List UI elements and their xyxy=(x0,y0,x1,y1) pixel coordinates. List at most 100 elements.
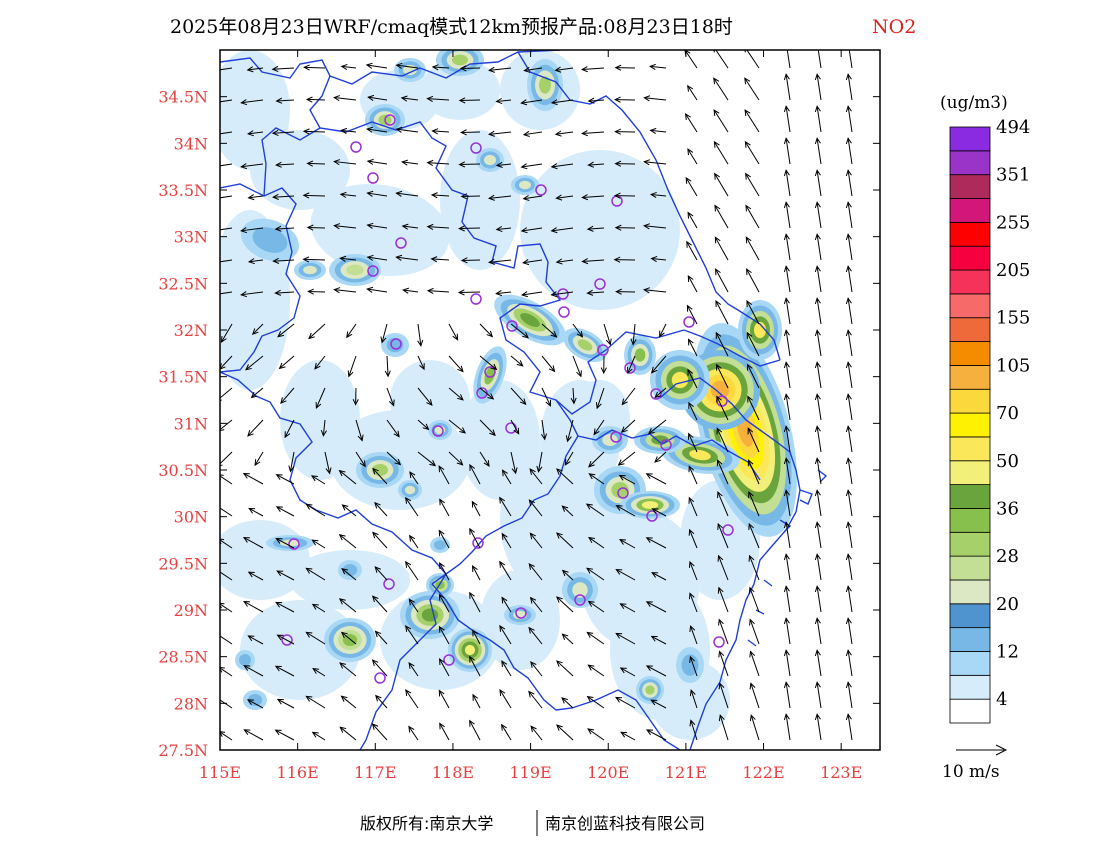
wind-arrow xyxy=(650,255,667,263)
wind-arrow xyxy=(448,419,467,434)
wind-arrow xyxy=(614,224,636,231)
wind-arrow xyxy=(271,65,295,73)
colorbar-swatch xyxy=(949,698,991,724)
wind-arrow xyxy=(341,567,357,581)
colorbar-swatch xyxy=(949,341,991,366)
coast-zhejiang xyxy=(689,511,797,750)
wind-arrow xyxy=(469,527,481,549)
wind-arrow xyxy=(783,681,791,709)
wind-arrow xyxy=(488,66,512,73)
wind-arrow xyxy=(431,64,450,71)
wind-arrow xyxy=(271,129,295,136)
no2-contour xyxy=(421,608,439,622)
wind-arrow xyxy=(783,329,791,357)
wind-arrow xyxy=(374,501,388,517)
wind-arrow xyxy=(600,355,607,375)
wind-arrow xyxy=(220,67,233,71)
wind-arrow xyxy=(510,323,530,339)
wind-arrow xyxy=(845,297,853,325)
wind-arrow xyxy=(717,554,729,581)
wind-arrow xyxy=(438,593,450,613)
wind-arrow xyxy=(305,567,326,581)
no2-contour xyxy=(484,154,496,166)
colorbar-label: 351 xyxy=(996,165,1030,186)
wind-arrow xyxy=(688,528,698,549)
wind-arrow xyxy=(540,419,548,441)
colorbar-label: 4 xyxy=(996,689,1007,710)
wind-arrow xyxy=(274,665,295,677)
wind-arrow xyxy=(220,323,233,343)
wind-arrow xyxy=(643,223,667,230)
copyright-footer: 版权所有:南京大学 南京创蓝科技有限公司 xyxy=(360,810,705,836)
wind-arrow xyxy=(561,697,574,709)
wind-arrow xyxy=(479,323,494,338)
lat-tick-label: 30N xyxy=(174,508,208,527)
wind-arrow xyxy=(845,137,853,165)
wind-arrow xyxy=(247,194,264,201)
no2-contour xyxy=(710,380,730,400)
wind-arrow xyxy=(401,159,419,166)
yangtze-estuary xyxy=(683,329,781,367)
wind-arrow xyxy=(746,331,760,357)
wind-arrow xyxy=(426,159,450,167)
wind-arrow xyxy=(845,649,853,677)
station-marker xyxy=(288,538,300,550)
wind-arrow xyxy=(650,699,667,709)
wind-arrow xyxy=(240,99,264,106)
wind-arrow xyxy=(814,265,822,293)
wind-arrow xyxy=(499,560,512,581)
wind-arrow xyxy=(528,690,543,709)
wind-arrow xyxy=(275,506,295,517)
wind-arrow xyxy=(430,256,450,263)
wind-arrow xyxy=(306,160,326,167)
wind-arrow xyxy=(620,731,636,741)
wind-arrow xyxy=(749,682,760,709)
wind-arrow xyxy=(240,291,264,298)
colorbar-unit: (ug/m3) xyxy=(940,93,1008,113)
wind-arrow xyxy=(814,329,822,357)
wind-arrow xyxy=(417,355,425,371)
latitude-axis: 27.5N 28N 28.5N 29N 29.5N 30N 30.5N 31N 31.5N 32N… xyxy=(158,88,880,760)
wind-arrow xyxy=(783,617,791,645)
wind-arrow xyxy=(565,419,574,443)
wind-arrow xyxy=(220,355,233,370)
wind-arrow xyxy=(243,665,264,677)
colorbar-swatch xyxy=(949,460,991,486)
colorbar-swatch xyxy=(949,198,991,223)
wind-arrow xyxy=(438,529,450,549)
wind-arrow xyxy=(845,265,853,293)
wind-arrow xyxy=(713,109,729,133)
wind-arrow xyxy=(688,465,698,485)
wind-arrow xyxy=(439,722,450,741)
colorbar-label: 50 xyxy=(996,451,1019,472)
wind-arrow xyxy=(305,695,326,709)
boundary-anhui-jiangxi xyxy=(220,371,447,575)
longitude-axis: 115E 116E 117E 118E 119E 120E 121E 122E 123E xyxy=(199,50,862,782)
wind-arrow xyxy=(615,632,636,645)
wind-arrow xyxy=(613,256,636,263)
wind-arrow xyxy=(529,468,543,485)
wind-arrow xyxy=(278,355,295,370)
wind-arrow xyxy=(395,62,419,69)
wind-arrow xyxy=(783,521,791,549)
no2-contour xyxy=(372,464,388,476)
wind-arrow xyxy=(408,598,419,613)
wind-arrow xyxy=(439,562,450,581)
wind-arrow xyxy=(401,223,419,230)
colorbar-swatch xyxy=(949,651,991,676)
boundary-north xyxy=(220,50,561,85)
wind-arrow xyxy=(845,105,853,133)
wind-arrow xyxy=(845,681,853,709)
lon-tick-label: 118E xyxy=(432,763,474,782)
wind-arrow xyxy=(555,194,574,201)
wind-arrow xyxy=(814,681,822,709)
wind-arrow xyxy=(528,626,543,645)
wind-arrow xyxy=(588,451,605,468)
boundary-zhejiang-south xyxy=(431,583,681,750)
wind-arrow xyxy=(520,227,543,234)
wind-arrow xyxy=(220,195,233,199)
colorbar-swatch xyxy=(949,293,991,319)
wind-arrow xyxy=(814,457,822,485)
wind-arrow xyxy=(243,601,264,613)
wind-arrow xyxy=(386,419,400,438)
